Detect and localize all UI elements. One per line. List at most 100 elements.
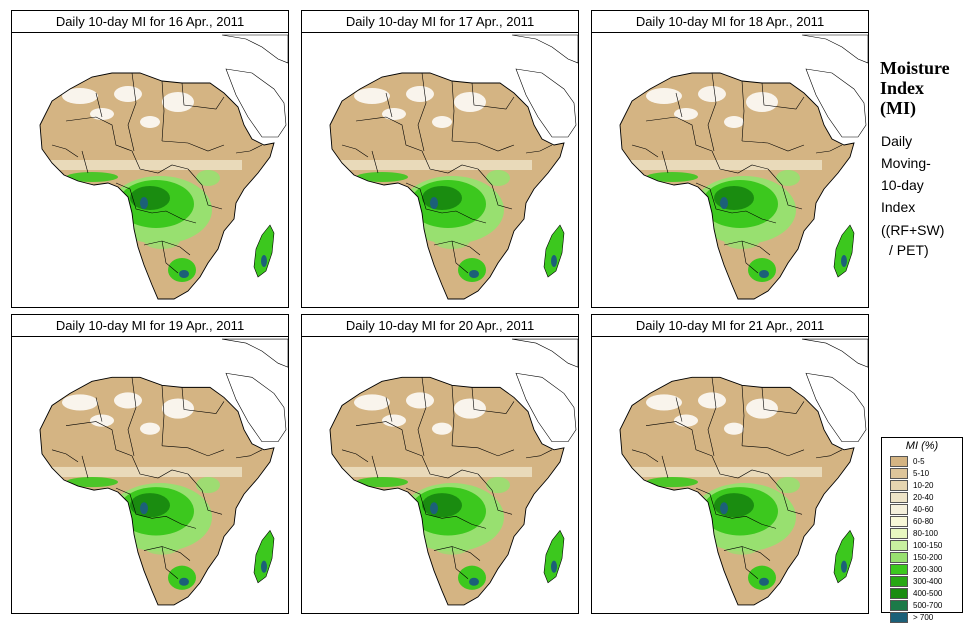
no-data-patch xyxy=(140,116,160,128)
sahel-band xyxy=(332,160,532,170)
madagascar-wet-patch xyxy=(551,255,557,267)
no-data-patch xyxy=(674,108,698,120)
index-description: Daily Moving- 10-day Index xyxy=(881,130,971,218)
legend-label: 400-500 xyxy=(913,588,943,598)
africa-coastline xyxy=(329,376,565,606)
sahel-band xyxy=(332,466,532,478)
map-panel-6: Daily 10-day MI for 21 Apr., 2011 xyxy=(591,314,869,614)
country-border xyxy=(115,487,153,519)
madagascar xyxy=(543,224,565,278)
index-formula: ((RF+SW) / PET) xyxy=(881,220,971,260)
africa-coastline xyxy=(619,376,855,606)
country-border xyxy=(143,240,191,256)
country-border xyxy=(741,445,805,457)
country-border xyxy=(741,80,745,142)
no-data-patch xyxy=(162,92,194,112)
south-moist-patch xyxy=(458,258,486,282)
no-data-patch xyxy=(406,392,434,409)
no-data-patch xyxy=(62,394,98,411)
very-wet-patch xyxy=(759,270,769,278)
legend-item: 40-60 xyxy=(890,503,942,515)
country-border xyxy=(131,150,189,174)
country-border xyxy=(661,455,669,479)
madagascar-wet-patch xyxy=(841,255,847,267)
country-border xyxy=(525,144,553,154)
country-border xyxy=(695,182,733,214)
legend-item: 100-150 xyxy=(890,539,942,551)
madagascar-wet-patch xyxy=(841,560,847,573)
country-border xyxy=(707,72,717,152)
no-data-patch xyxy=(646,88,682,104)
legend-swatch xyxy=(890,503,908,515)
legend-item: 80-100 xyxy=(890,527,942,539)
legend-label: 100-150 xyxy=(913,540,943,550)
map-panel-2: Daily 10-day MI for 17 Apr., 2011 xyxy=(301,10,579,308)
east-moist-patch xyxy=(486,170,510,186)
country-border xyxy=(51,144,79,158)
no-data-patch xyxy=(698,392,726,409)
country-border xyxy=(127,377,137,456)
europe-outline xyxy=(511,338,578,368)
madagascar-wet-patch xyxy=(261,255,267,267)
no-data-patch xyxy=(382,414,406,427)
country-border xyxy=(741,140,805,152)
coastal-moist-strip xyxy=(66,477,118,488)
legend-item: 10-20 xyxy=(890,479,942,491)
africa-map xyxy=(12,33,288,307)
country-border xyxy=(385,397,393,422)
country-border xyxy=(451,140,515,152)
arabia-outline xyxy=(805,372,867,443)
legend-label: 80-100 xyxy=(913,528,938,538)
europe-outline xyxy=(801,338,868,368)
africa-coastline xyxy=(329,72,565,300)
panel-title: Daily 10-day MI for 17 Apr., 2011 xyxy=(302,11,578,33)
europe-outline xyxy=(221,338,288,368)
legend-label: 300-400 xyxy=(913,576,943,586)
legend-swatch xyxy=(890,455,908,467)
country-border xyxy=(741,240,759,274)
country-border xyxy=(65,116,133,152)
coastal-moist-strip xyxy=(646,477,698,488)
country-border xyxy=(815,144,843,154)
formula-line2: / PET) xyxy=(889,242,929,258)
panel-title: Daily 10-day MI for 19 Apr., 2011 xyxy=(12,315,288,337)
no-data-patch xyxy=(432,116,452,128)
panel-title: Daily 10-day MI for 18 Apr., 2011 xyxy=(592,11,868,33)
no-data-patch xyxy=(746,398,778,419)
country-border xyxy=(731,515,777,529)
no-data-patch xyxy=(114,392,142,409)
legend-item: 150-200 xyxy=(890,551,942,563)
no-data-patch xyxy=(354,394,390,411)
country-border xyxy=(767,168,803,210)
country-border xyxy=(51,449,79,463)
legend-swatch xyxy=(890,599,908,611)
coastal-moist-strip xyxy=(356,477,408,488)
no-data-patch xyxy=(140,422,160,435)
country-border xyxy=(741,546,759,579)
country-border xyxy=(451,80,455,142)
desc-line1: Daily xyxy=(881,133,913,149)
legend-label: 5-10 xyxy=(913,468,930,478)
country-border xyxy=(451,385,455,446)
country-border xyxy=(433,546,481,561)
country-border xyxy=(417,377,427,456)
south-moist-patch xyxy=(458,565,486,590)
madagascar-wet-patch xyxy=(551,560,557,573)
no-data-patch xyxy=(646,394,682,411)
panel-title: Daily 10-day MI for 16 Apr., 2011 xyxy=(12,11,288,33)
legend-swatch xyxy=(890,467,908,479)
country-border xyxy=(151,210,197,224)
sahel-band xyxy=(622,160,822,170)
africa-coastline xyxy=(619,72,855,300)
arabia-outline xyxy=(225,372,287,443)
legend-label: 200-300 xyxy=(913,564,943,574)
country-border xyxy=(661,150,669,174)
index-title-line3: (MI) xyxy=(880,98,916,118)
country-border xyxy=(115,182,153,214)
panel-title: Daily 10-day MI for 21 Apr., 2011 xyxy=(592,315,868,337)
country-border xyxy=(161,80,165,142)
legend-item: > 700 xyxy=(890,611,942,623)
legend-item: 60-80 xyxy=(890,515,942,527)
country-border xyxy=(711,150,769,174)
east-moist-patch xyxy=(486,477,510,494)
